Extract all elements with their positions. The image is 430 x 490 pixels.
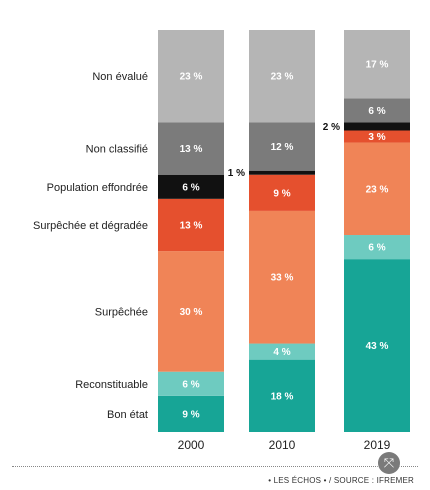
bar-segment-surpechee-2019 — [344, 142, 410, 236]
data-label-non-evalue-2019: 17 % — [366, 60, 389, 71]
bar-segment-reconstituable-2000 — [158, 371, 224, 396]
source-credit: • LES ÉCHOS • / SOURCE : IFREMER — [268, 476, 414, 485]
data-label-population-effondree-2019: 2 % — [323, 122, 340, 133]
bar-segment-non-evalue-2000 — [158, 30, 224, 123]
x-tick-label-2000: 2000 — [178, 438, 205, 452]
data-label-non-evalue-2000: 23 % — [180, 72, 203, 83]
legend-label-reconstituable: Reconstituable — [75, 379, 148, 391]
bar-segment-surpechee-et-degradee-2010 — [249, 174, 315, 211]
bar-segment-non-classifie-2000 — [158, 122, 224, 175]
bar-segment-bon-etat-2000 — [158, 395, 224, 432]
data-label-surpechee-2000: 30 % — [180, 307, 203, 318]
bar-segment-non-evalue-2010 — [249, 30, 315, 123]
bar-segment-population-effondree-2019 — [344, 122, 410, 131]
legend-label-non-evalue: Non évalué — [92, 71, 148, 83]
data-label-non-classifie-2010: 12 % — [271, 142, 294, 153]
legend-label-population-effondree: Population effondrée — [47, 182, 148, 194]
data-label-surpechee-2019: 23 % — [366, 184, 389, 195]
data-label-surpechee-et-degradee-2000: 13 % — [180, 220, 203, 231]
bar-segment-bon-etat-2019 — [344, 259, 410, 432]
data-label-bon-etat-2019: 43 % — [366, 341, 389, 352]
legend-label-non-classifie: Non classifié — [86, 144, 148, 156]
bar-segment-non-evalue-2019 — [344, 30, 410, 99]
x-tick-label-2010: 2010 — [269, 438, 296, 452]
data-label-bon-etat-2010: 18 % — [271, 391, 294, 402]
data-label-population-effondree-2010: 1 % — [228, 168, 245, 179]
data-label-reconstituable-2000: 6 % — [182, 379, 199, 390]
bar-segment-surpechee-2000 — [158, 251, 224, 372]
x-tick-label-2019: 2019 — [364, 438, 391, 452]
data-label-surpechee-et-degradee-2019: 3 % — [368, 132, 385, 143]
legend-label-surpechee-et-degradee: Surpêchée et dégradée — [33, 220, 148, 232]
data-label-population-effondree-2000: 6 % — [182, 182, 199, 193]
data-label-reconstituable-2019: 6 % — [368, 243, 385, 254]
data-label-bon-etat-2000: 9 % — [182, 409, 199, 420]
bar-segment-reconstituable-2019 — [344, 235, 410, 260]
data-label-surpechee-2010: 33 % — [271, 273, 294, 284]
footer-divider — [12, 466, 418, 467]
bar-segment-surpechee-et-degradee-2019 — [344, 130, 410, 143]
bar-segment-population-effondree-2010 — [249, 170, 315, 175]
bar-segment-bon-etat-2010 — [249, 359, 315, 432]
legend-label-surpechee: Surpêchée — [95, 306, 148, 318]
data-label-non-classifie-2019: 6 % — [368, 106, 385, 117]
bar-segment-population-effondree-2000 — [158, 174, 224, 199]
bar-segment-surpechee-2010 — [249, 210, 315, 344]
bar-segment-non-classifie-2010 — [249, 122, 315, 171]
legend-label-bon-etat: Bon état — [107, 409, 148, 421]
data-label-reconstituable-2010: 4 % — [273, 347, 290, 358]
bar-segment-reconstituable-2010 — [249, 343, 315, 360]
bar-segment-surpechee-et-degradee-2000 — [158, 198, 224, 252]
data-label-surpechee-et-degradee-2010: 9 % — [273, 188, 290, 199]
bar-segment-non-classifie-2019 — [344, 98, 410, 123]
expand-icon[interactable]: ⤧ — [378, 452, 400, 474]
data-label-non-classifie-2000: 13 % — [180, 144, 203, 155]
data-label-non-evalue-2010: 23 % — [271, 72, 294, 83]
